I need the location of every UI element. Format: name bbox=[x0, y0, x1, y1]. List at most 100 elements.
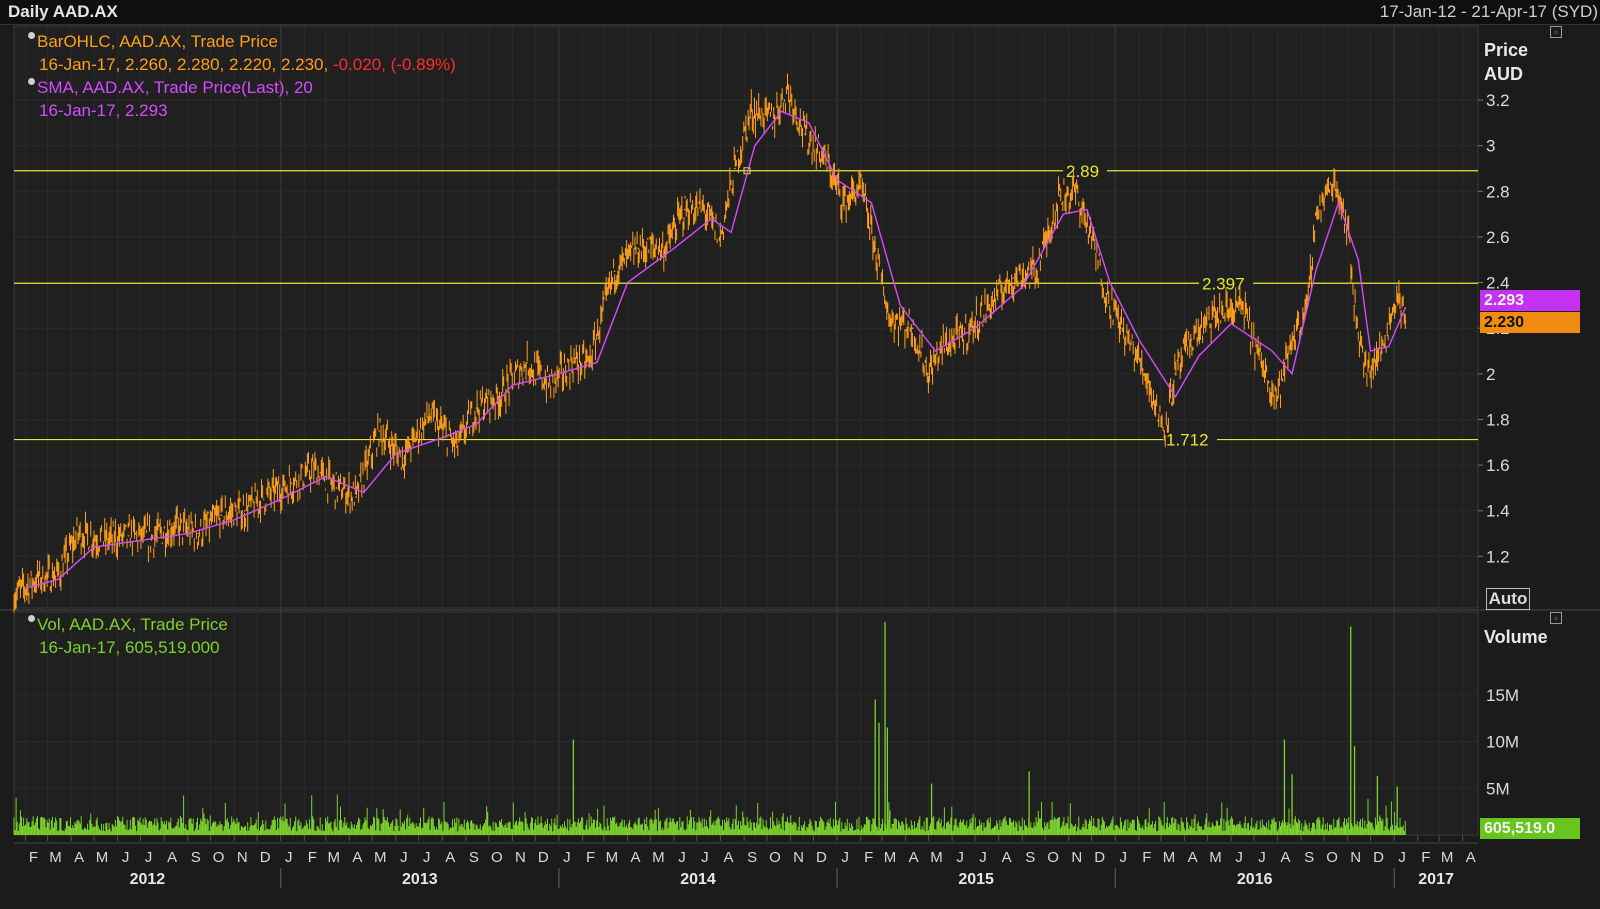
month-label: M bbox=[884, 849, 897, 866]
legend-sma-row[interactable]: SMA, AAD.AX, Trade Price(Last), 20 bbox=[28, 76, 456, 99]
volume-tick-label: 15M bbox=[1486, 686, 1519, 705]
price-point bbox=[526, 361, 528, 364]
price-point bbox=[1260, 361, 1262, 364]
month-label: M bbox=[327, 849, 340, 866]
price-tick-label: 1.4 bbox=[1486, 502, 1510, 521]
price-point bbox=[1333, 179, 1336, 181]
price-point bbox=[127, 535, 130, 537]
volume-pane bbox=[13, 611, 1479, 836]
legend-toggle-icon[interactable] bbox=[28, 32, 35, 39]
price-point bbox=[475, 407, 478, 409]
sma-price-tag: 2.293 bbox=[1480, 290, 1580, 311]
price-point bbox=[1404, 320, 1407, 323]
month-label: J bbox=[423, 849, 431, 866]
price-point bbox=[335, 487, 338, 489]
reference-line-label: 1.712 bbox=[1166, 431, 1209, 450]
price-point bbox=[786, 87, 789, 90]
legend-toggle-icon[interactable] bbox=[28, 78, 35, 85]
last-price-tag: 2.230 bbox=[1480, 312, 1580, 333]
price-pane-maximize-icon[interactable]: ▫ bbox=[1550, 26, 1562, 38]
month-label: A bbox=[1466, 849, 1476, 866]
month-label: A bbox=[74, 849, 84, 866]
ohlc-bars bbox=[13, 73, 1407, 613]
price-tick-label: 1.6 bbox=[1486, 456, 1510, 475]
price-point bbox=[378, 430, 380, 432]
month-label: M bbox=[1209, 849, 1222, 866]
price-tick-label: 3 bbox=[1486, 137, 1495, 156]
legend-vol-row[interactable]: Vol, AAD.AX, Trade Price bbox=[28, 613, 228, 636]
volume-last-tag: 605,519.0 bbox=[1480, 818, 1580, 839]
price-tick-label: 2.6 bbox=[1486, 228, 1510, 247]
month-label: N bbox=[793, 849, 804, 866]
sma-line bbox=[25, 110, 1407, 589]
price-point bbox=[1240, 304, 1243, 307]
date-range[interactable]: 17-Jan-12 - 21-Apr-17 (SYD) bbox=[1379, 2, 1598, 21]
price-point bbox=[1012, 277, 1014, 279]
price-point bbox=[1035, 270, 1038, 272]
legend-vol-values: 16-Jan-17, 605,519.000 bbox=[39, 638, 220, 657]
month-label: A bbox=[1188, 849, 1198, 866]
legend-bar-values: 16-Jan-17, 2.260, 2.280, 2.220, 2.230, bbox=[39, 55, 329, 74]
price-point bbox=[911, 327, 914, 330]
price-point bbox=[498, 395, 501, 398]
price-point bbox=[1163, 430, 1165, 432]
month-label: F bbox=[864, 849, 873, 866]
month-label: O bbox=[769, 849, 781, 866]
price-tick-label: 1.8 bbox=[1486, 410, 1510, 429]
price-point bbox=[1090, 236, 1093, 238]
month-label: O bbox=[213, 849, 225, 866]
month-label: A bbox=[630, 849, 640, 866]
month-label: O bbox=[491, 849, 503, 866]
month-label: N bbox=[515, 849, 526, 866]
month-label: M bbox=[606, 849, 619, 866]
price-point bbox=[13, 594, 15, 596]
month-label: M bbox=[652, 849, 665, 866]
month-label: A bbox=[1002, 849, 1012, 866]
month-label: S bbox=[1304, 849, 1314, 866]
volume-tick-label: 5M bbox=[1486, 779, 1510, 798]
price-point bbox=[1213, 315, 1216, 318]
month-label: J bbox=[145, 849, 153, 866]
month-label: A bbox=[445, 849, 455, 866]
price-point bbox=[1058, 195, 1061, 197]
price-point bbox=[927, 373, 930, 375]
month-label: S bbox=[469, 849, 479, 866]
month-label: F bbox=[1421, 849, 1430, 866]
price-point bbox=[1276, 395, 1279, 398]
legend-sma-values-row: 16-Jan-17, 2.293 bbox=[28, 99, 456, 122]
month-label: S bbox=[191, 849, 201, 866]
price-point bbox=[57, 573, 60, 576]
title-bar: Daily AAD.AX 17-Jan-12 - 21-Apr-17 (SYD) bbox=[0, 0, 1600, 25]
price-point bbox=[804, 133, 806, 136]
month-label: F bbox=[1142, 849, 1151, 866]
legend-bar-label: BarOHLC, AAD.AX, Trade Price bbox=[37, 32, 278, 51]
month-label: N bbox=[237, 849, 248, 866]
price-point bbox=[1291, 338, 1293, 341]
price-tick-label: 1.2 bbox=[1486, 547, 1510, 566]
price-point bbox=[637, 247, 639, 250]
month-label: J bbox=[1398, 849, 1406, 866]
price-point bbox=[1174, 373, 1177, 375]
year-label: 2012 bbox=[130, 871, 166, 888]
legend-bar-row[interactable]: BarOHLC, AAD.AX, Trade Price bbox=[28, 30, 456, 53]
auto-scale-button[interactable]: Auto bbox=[1486, 588, 1530, 610]
price-point bbox=[174, 525, 176, 528]
price-point bbox=[355, 496, 357, 498]
year-label: 2014 bbox=[680, 871, 716, 888]
volume-pane-maximize-icon[interactable]: ▫ bbox=[1550, 612, 1562, 624]
price-point bbox=[266, 493, 269, 496]
price-point bbox=[683, 208, 686, 211]
month-label: M bbox=[374, 849, 387, 866]
month-label: A bbox=[1281, 849, 1291, 866]
year-label: 2016 bbox=[1237, 871, 1273, 888]
legend-vol-label: Vol, AAD.AX, Trade Price bbox=[37, 615, 228, 634]
reference-label-bg bbox=[1163, 429, 1217, 449]
month-label: M bbox=[49, 849, 62, 866]
price-point bbox=[290, 482, 293, 485]
price-point bbox=[1105, 293, 1107, 295]
price-point bbox=[843, 201, 845, 204]
price-legend: BarOHLC, AAD.AX, Trade Price 16-Jan-17, … bbox=[28, 30, 456, 122]
price-point bbox=[702, 208, 705, 211]
legend-toggle-icon[interactable] bbox=[28, 615, 35, 622]
